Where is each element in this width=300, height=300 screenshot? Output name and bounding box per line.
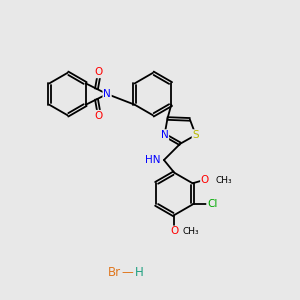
Text: CH₃: CH₃	[182, 227, 199, 236]
Text: O: O	[95, 111, 103, 121]
Text: HN: HN	[146, 155, 161, 165]
Text: N: N	[103, 89, 111, 99]
Text: CH₃: CH₃	[216, 176, 232, 185]
Text: S: S	[192, 130, 199, 140]
Text: N: N	[161, 130, 168, 140]
Text: O: O	[170, 226, 178, 236]
Text: —: —	[121, 266, 133, 279]
Text: Br: Br	[108, 266, 121, 279]
Text: O: O	[95, 68, 103, 77]
Text: H: H	[134, 266, 143, 279]
Text: O: O	[201, 175, 209, 185]
Text: Cl: Cl	[207, 200, 217, 209]
